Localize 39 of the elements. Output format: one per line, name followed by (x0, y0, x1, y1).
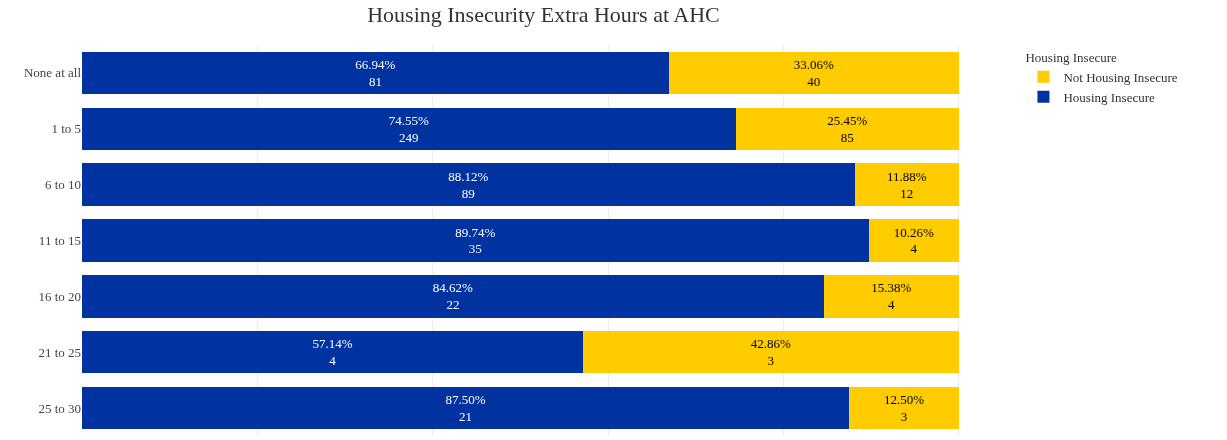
y-tick-label: 16 to 20 (38, 288, 81, 304)
y-tick-label: 11 to 15 (38, 233, 81, 249)
y-tick-label: 6 to 10 (44, 177, 81, 193)
y-tick-label: 25 to 30 (38, 400, 81, 416)
bar (82, 51, 669, 95)
data-label: 87.50% 21 (445, 392, 486, 425)
bar (82, 275, 824, 318)
bar (82, 330, 584, 374)
legend-title: Housing Insecure (1025, 49, 1118, 65)
y-tick-label: 21 to 25 (38, 344, 81, 360)
data-label: 10.26% 4 (893, 224, 934, 257)
bar (82, 163, 855, 206)
chart-title: Housing Insecurity Extra Hours at AHC (367, 2, 720, 27)
data-label: 66.94% 81 (355, 56, 396, 89)
data-label: 57.14% 4 (312, 336, 353, 369)
data-label: 84.62% 22 (432, 280, 474, 313)
data-label: 12.50% 3 (883, 392, 925, 425)
bar (868, 219, 959, 262)
bar (583, 330, 959, 374)
bar (82, 107, 736, 151)
data-label: 25.45% 85 (827, 112, 868, 145)
legend-label: Housing Insecure (1063, 89, 1156, 105)
bar (668, 51, 959, 95)
bar (82, 386, 850, 430)
bar (854, 163, 959, 206)
data-label: 11.88% 12 (886, 168, 927, 201)
bar (735, 107, 959, 151)
bar (82, 219, 869, 262)
data-label: 89.74% 35 (455, 224, 496, 257)
bar (823, 275, 959, 318)
bar (849, 386, 959, 430)
y-tick-label: 1 to 5 (51, 121, 81, 137)
data-label: 33.06% 40 (793, 56, 835, 89)
legend-label: Not Housing Insecure (1063, 69, 1178, 85)
data-label: 15.38% 4 (871, 280, 912, 313)
data-label: 88.12% 89 (448, 168, 489, 201)
data-label: 74.55% 249 (388, 112, 429, 145)
y-tick-label: None at all (23, 65, 82, 81)
data-label: 42.86% 3 (750, 336, 792, 369)
